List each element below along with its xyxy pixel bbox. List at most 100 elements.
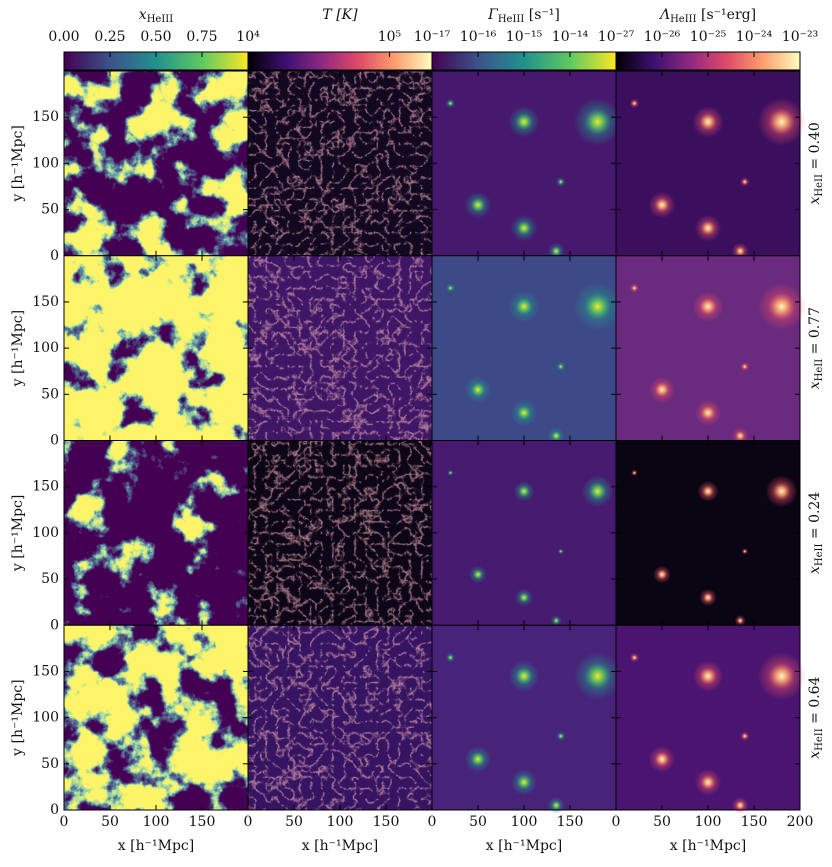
row-label-after: = 0.24 — [807, 492, 823, 544]
colorbar-label-main: x — [139, 7, 147, 23]
x-axis-label: x [h⁻¹Mpc] — [118, 838, 194, 854]
y-tick-label: 100 — [32, 340, 59, 356]
x-tick-label: 150 — [557, 814, 584, 830]
y-tick-label: 0 — [50, 433, 59, 449]
y-tick-label: 100 — [32, 525, 59, 541]
colorbar-tick-label: 10⁻¹⁴ — [552, 29, 589, 45]
panel-glow — [757, 282, 806, 331]
row-label-sub: HeII — [814, 359, 825, 382]
panel-glow — [508, 660, 540, 692]
panel-glow — [740, 361, 750, 372]
colorbar-tick-label: 10⁻¹⁵ — [506, 29, 543, 45]
panel-texture — [248, 255, 432, 441]
panel-glow — [573, 97, 622, 146]
panel-glow — [734, 615, 746, 627]
colorbar-tick-label: 10⁻¹⁷ — [414, 29, 451, 45]
row-label-sub: HeII — [814, 544, 825, 567]
y-axis-label: y [h⁻¹Mpc] — [10, 310, 26, 387]
panel-glow — [694, 399, 722, 426]
panel-glow — [547, 796, 565, 814]
y-tick-label: 100 — [32, 155, 59, 171]
y-tick-label: 150 — [32, 663, 59, 679]
x-tick-label: 100 — [511, 814, 538, 830]
colorbar-label-main: Γ — [487, 7, 499, 23]
colorbar-tick-label: 0.25 — [94, 29, 125, 45]
panel-texture — [64, 255, 248, 441]
panel-glow — [556, 731, 566, 741]
panel-glow — [757, 97, 806, 146]
panel-glow — [757, 652, 806, 701]
colorbar-label-sub: HeIII — [670, 14, 697, 25]
colorbar-tick-label: 10⁵ — [378, 29, 402, 45]
panel-glow — [557, 548, 564, 555]
x-tick-label: 50 — [653, 814, 671, 830]
colorbar-tick-label: 10⁻²³ — [782, 29, 818, 45]
panel-glow — [510, 769, 538, 796]
panel-glow — [556, 361, 566, 372]
panel-glow — [445, 283, 456, 293]
panel-glow — [648, 745, 676, 773]
y-axis-label: y [h⁻¹Mpc] — [10, 495, 26, 572]
x-tick-label: 0 — [612, 814, 621, 830]
colorbar-label: T [K] — [322, 7, 358, 23]
colorbar-label: ΛHeIII [s⁻¹erg] — [658, 7, 756, 25]
row-label-main: x — [807, 381, 823, 389]
colorbar-label: ΓHeIII [s⁻¹] — [487, 7, 560, 25]
panel-glow — [653, 565, 671, 584]
colorbar-tick-label: 10⁴ — [236, 29, 260, 45]
row-label: xHeII = 0.24 — [807, 492, 825, 574]
panel-glow — [550, 615, 562, 627]
x-tick-label: 150 — [189, 814, 216, 830]
colorbar-label: xHeIII — [139, 7, 173, 25]
panel-glow — [699, 588, 717, 607]
panel-glow — [573, 652, 622, 701]
panel-glow — [556, 177, 566, 187]
panel-glow — [697, 480, 719, 502]
row-label-main: x — [807, 566, 823, 574]
panel-texture — [248, 625, 432, 810]
x-tick-label: 100 — [327, 814, 354, 830]
panel-glow — [508, 290, 540, 323]
panel-texture — [64, 440, 248, 626]
x-tick-label: 100 — [143, 814, 170, 830]
x-tick-label: 50 — [101, 814, 119, 830]
panel-glow — [464, 745, 492, 773]
y-axis-label: y [h⁻¹Mpc] — [10, 679, 26, 756]
panel-glow — [648, 191, 676, 219]
x-tick-label: 50 — [285, 814, 303, 830]
x-axis-label: x [h⁻¹Mpc] — [670, 838, 746, 854]
y-tick-label: 0 — [50, 617, 59, 633]
colorbar-tick-label: 0.75 — [186, 29, 217, 45]
panel-glow — [648, 376, 676, 403]
row-label-main: x — [807, 751, 823, 759]
x-tick-label: 50 — [469, 814, 487, 830]
x-tick-label: 0 — [244, 814, 253, 830]
panel-glow — [694, 214, 722, 242]
y-tick-label: 50 — [41, 386, 59, 402]
panel-glow — [692, 106, 724, 138]
y-tick-label: 50 — [41, 756, 59, 772]
row-label-after: = 0.40 — [807, 122, 823, 174]
x-tick-label: 150 — [373, 814, 400, 830]
panel-glow — [741, 548, 748, 555]
colorbar-tick-label: 0.00 — [48, 29, 79, 45]
x-tick-label: 150 — [741, 814, 768, 830]
panel-glow — [631, 469, 638, 477]
panel-glow — [692, 290, 724, 323]
row-label-sub: HeII — [814, 728, 825, 751]
panel-glow — [765, 475, 798, 508]
y-axis-label: y [h⁻¹Mpc] — [10, 125, 26, 202]
panel-glow — [508, 106, 540, 138]
colorbar-label-main: T [K] — [322, 7, 358, 23]
colorbar-label-after: [s⁻¹] — [524, 7, 560, 23]
y-tick-label: 150 — [32, 294, 59, 310]
y-tick-label: 0 — [50, 248, 59, 264]
panel-glow — [447, 469, 454, 477]
row-label-main: x — [807, 197, 823, 205]
colorbar-tick-label: 0.50 — [140, 29, 171, 45]
x-tick-label: 0 — [60, 814, 69, 830]
panel-glow — [464, 376, 492, 403]
panel-glow — [740, 731, 750, 741]
y-tick-label: 0 — [50, 802, 59, 818]
